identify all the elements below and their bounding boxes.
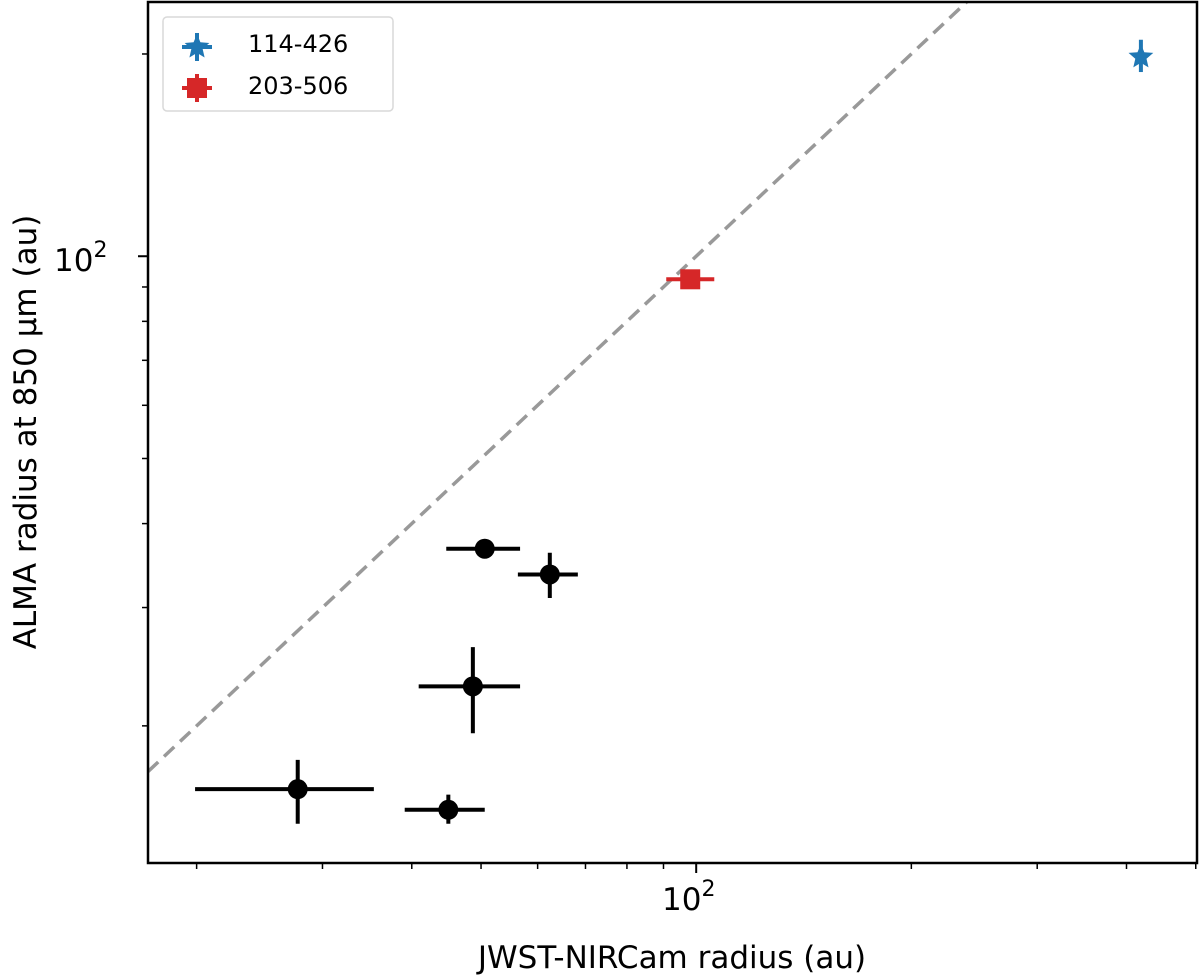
data-point <box>195 759 374 824</box>
square-marker <box>680 269 701 290</box>
legend-star-icon <box>182 33 212 61</box>
x-tick-label-100: 102 <box>662 877 715 918</box>
circle-marker <box>474 538 495 559</box>
one-to-one-reference-line <box>146 0 968 773</box>
star-icon <box>184 34 210 58</box>
data-point <box>1128 39 1154 73</box>
legend: 114-426 203-506 <box>162 16 394 112</box>
data-point <box>446 538 521 559</box>
circle-marker <box>287 779 308 800</box>
legend-label-203-506: 203-506 <box>248 72 348 100</box>
axis-ticks <box>138 53 1197 873</box>
y-tick-label-100: 102 <box>54 238 107 279</box>
series-203-506 <box>666 269 715 290</box>
data-point <box>666 269 715 290</box>
data-points <box>195 39 1154 824</box>
square-icon <box>187 78 207 98</box>
legend-label-114-426: 114-426 <box>248 30 348 58</box>
data-point <box>517 552 578 598</box>
legend-box <box>162 16 394 112</box>
data-point <box>418 647 521 734</box>
circle-marker <box>438 799 459 820</box>
dashed-line <box>146 0 968 773</box>
legend-square-icon <box>182 74 212 102</box>
star-marker <box>1128 43 1154 68</box>
series-sample <box>195 538 578 824</box>
data-point <box>404 794 485 824</box>
y-axis-label: ALMA radius at 850 µm (au) <box>8 215 44 650</box>
series-114-426 <box>1128 39 1154 73</box>
circle-marker <box>539 564 560 585</box>
x-axis-label: JWST-NIRCam radius (au) <box>476 940 866 976</box>
plot-frame <box>146 0 1199 865</box>
circle-marker <box>462 676 483 697</box>
